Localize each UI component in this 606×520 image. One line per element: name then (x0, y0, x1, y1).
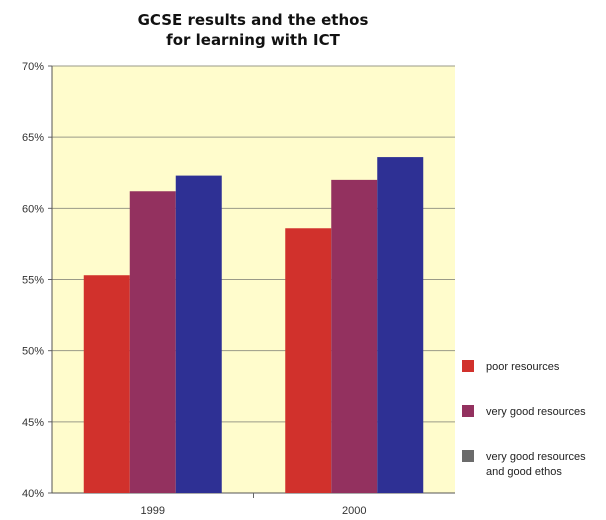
chart-title: GCSE results and the ethos for learning … (0, 10, 506, 50)
bar (331, 179, 378, 493)
legend-label: very good resources (486, 451, 586, 463)
chart-title-line-1: GCSE results and the ethos (137, 11, 369, 29)
y-tick-label: 55% (22, 275, 44, 287)
y-tick-label: 45% (22, 417, 44, 429)
chart-title-line-2: for learning with ICT (166, 31, 340, 49)
legend-label: very good resources (486, 406, 586, 418)
y-tick-label: 40% (22, 488, 44, 500)
legend-swatch (462, 405, 474, 417)
legend-label: and good ethos (486, 466, 562, 478)
y-tick-label: 60% (22, 203, 44, 215)
legend-swatch (462, 450, 474, 462)
legend-label: poor resources (486, 361, 560, 373)
legend-swatch (462, 360, 474, 372)
bar (377, 157, 424, 494)
y-tick-label: 50% (22, 346, 44, 358)
y-tick-label: 70% (22, 61, 44, 73)
bar (129, 191, 176, 493)
x-tick-label: 2000 (342, 505, 366, 517)
bar (285, 228, 332, 493)
y-tick-label: 65% (22, 132, 44, 144)
bar (83, 275, 130, 493)
bar (175, 175, 222, 493)
x-tick-label: 1999 (141, 505, 165, 517)
